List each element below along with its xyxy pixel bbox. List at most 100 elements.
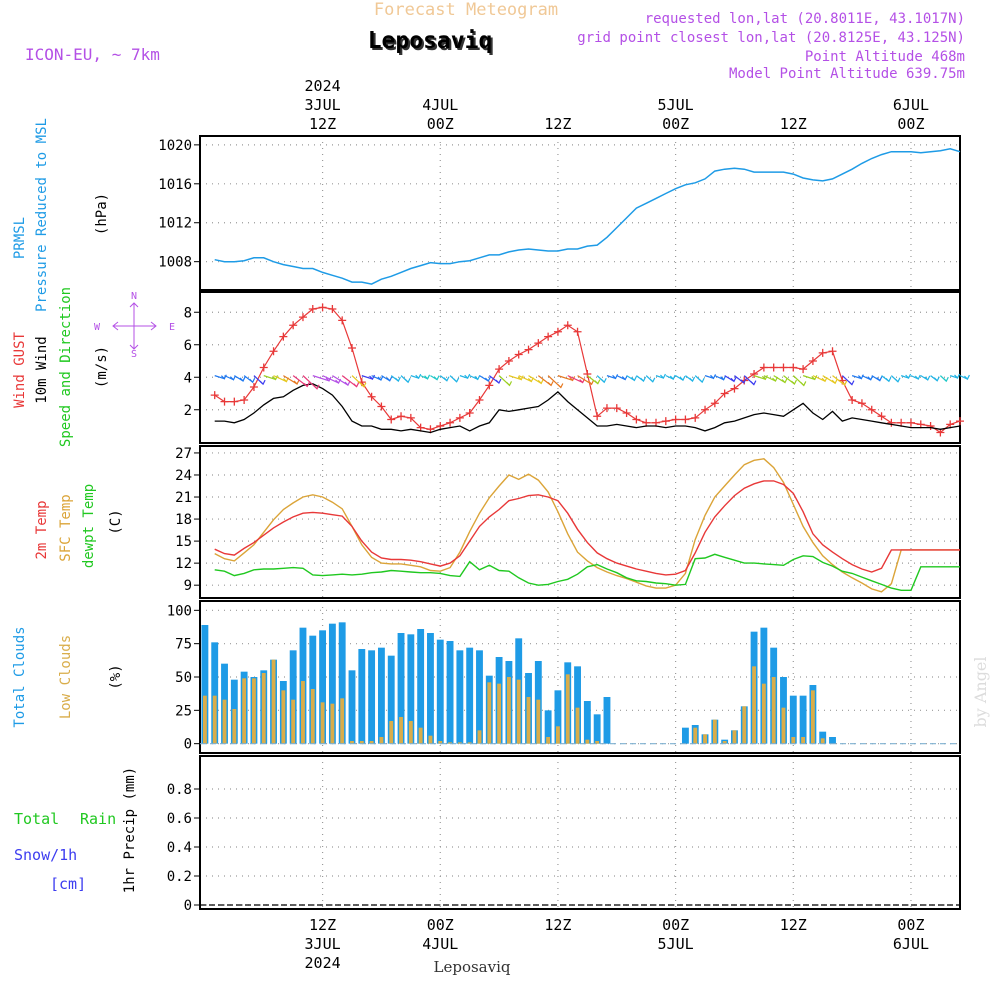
compass-w: W [94,322,101,333]
wind-arrow-head [669,374,676,381]
low-cloud-bar [359,741,364,744]
wind-arrow-head [569,376,576,382]
ytick-label: 6 [184,338,192,354]
wind-arrow-head [660,373,666,380]
gust-marker [769,363,778,372]
compass-icon: N S W E [94,291,175,360]
top-axis-label: 6JUL [893,96,929,114]
wind-arrow-head [649,377,656,383]
gust-marker [799,365,808,374]
total-cloud-bar [583,701,591,744]
low-cloud-bar [320,702,325,744]
wind-arrow [704,375,714,379]
ytick-label: 1016 [158,177,192,193]
gust-marker [906,418,915,427]
gust-marker [465,409,474,417]
gust-marker [485,381,494,390]
gust-marker [259,363,268,372]
wind-arrow-head [631,376,637,382]
compass-s: S [131,349,137,360]
wind-arrow-head [259,379,266,386]
precip-snow-unit: [cm] [50,875,86,893]
low-cloud-bar [301,681,305,744]
low-cloud-bar [556,726,560,744]
wind-arrow-head [698,377,705,384]
low-cloud-bar [536,699,541,744]
gust-marker [298,313,307,322]
low-cloud-bar [752,666,756,744]
wind-arrow [273,375,287,383]
wind-arrow-head [954,373,961,379]
wind-labels: Wind GUST 10m Wind Speed and Direction (… [12,287,175,447]
gust-marker [220,397,229,406]
gust-marker [857,399,866,408]
wind-arrow [753,375,766,380]
gust-marker [632,415,641,424]
wind-10m-label: 10m Wind [34,336,50,403]
wind-arrow-head [621,375,628,381]
ytick-label: 12 [175,556,192,572]
pressure-labels: PRMSL Pressure Reduced to MSL (hPa) [12,118,110,312]
ytick-label: 0.6 [167,811,192,827]
ytick-label: 0 [184,737,192,753]
temperature-labels: 2m Temp SFC Temp dewpt Temp (C) [34,484,124,568]
ytick-label: 25 [175,703,192,719]
total-cloud-bar [387,655,395,744]
wind-arrow-head [537,379,544,385]
wind-arrow-head [640,376,647,383]
low-cloud-bar [526,697,531,744]
top-axis-label: 12Z [544,115,571,133]
wind-arrow-head [848,380,855,386]
total-cloud-bar [368,650,376,744]
wind-arrow-head [230,375,237,381]
wind-arrow [577,375,592,385]
wind-arrow-head [594,379,601,385]
bottom-axis-label: 3JUL [305,935,341,953]
gust-marker [338,316,347,325]
wind-arrow-head [679,375,686,382]
gust-marker [397,412,406,421]
temp-2m-line [214,480,960,576]
gust-marker [602,404,611,413]
gust-marker [328,305,337,313]
bottom-axis-label: 12Z [780,916,807,934]
gust-marker [661,417,670,426]
wind-arrow-head [924,375,931,381]
top-axis-label: 12Z [780,115,807,133]
gust-marker [750,370,759,378]
low-cloud-bar [477,730,482,744]
wind-arrow-head [415,373,422,380]
precip-rain-label: Rain [80,810,116,828]
gust-marker [240,396,249,404]
wind-arrow-head [831,378,838,385]
wind-arrow-head [914,374,921,381]
pressure-line [214,148,961,285]
wind-arrow-head [933,376,940,382]
location-title: Leposaviq [368,28,493,54]
panel-frame [199,600,961,754]
wind-arrow-head [353,382,360,388]
ytick-label: 21 [175,490,192,506]
total-cloud-bar [436,639,444,744]
gust-marker [504,357,513,365]
low-cloud-bar [810,690,815,744]
gust-marker [877,412,886,421]
model-name: ICON-EU, ~ 7km [25,45,160,64]
gust-marker [230,397,239,406]
total-cloud-bar [593,714,601,744]
low-cloud-bar [712,719,717,744]
wind-arrow [214,375,225,380]
low-cloud-bar [565,674,570,744]
wind-arrow-head [464,373,471,380]
requested-coords: requested lon,lat (20.8011E, 43.1017N) [645,11,965,27]
wind-arrow-head [800,381,807,387]
cloud-labels: Total Clouds Low Clouds (%) [12,626,124,727]
compass-e: E [169,322,175,333]
low-cloud-bar [516,679,521,744]
ytick-label: 1020 [158,138,192,154]
panels: 1008101210161020246891215182124270255075… [158,135,961,914]
ytick-label: 1008 [158,255,192,271]
wind-arrow-head [964,374,970,381]
wind-arrow-head [781,378,788,384]
gust-marker [455,413,464,422]
